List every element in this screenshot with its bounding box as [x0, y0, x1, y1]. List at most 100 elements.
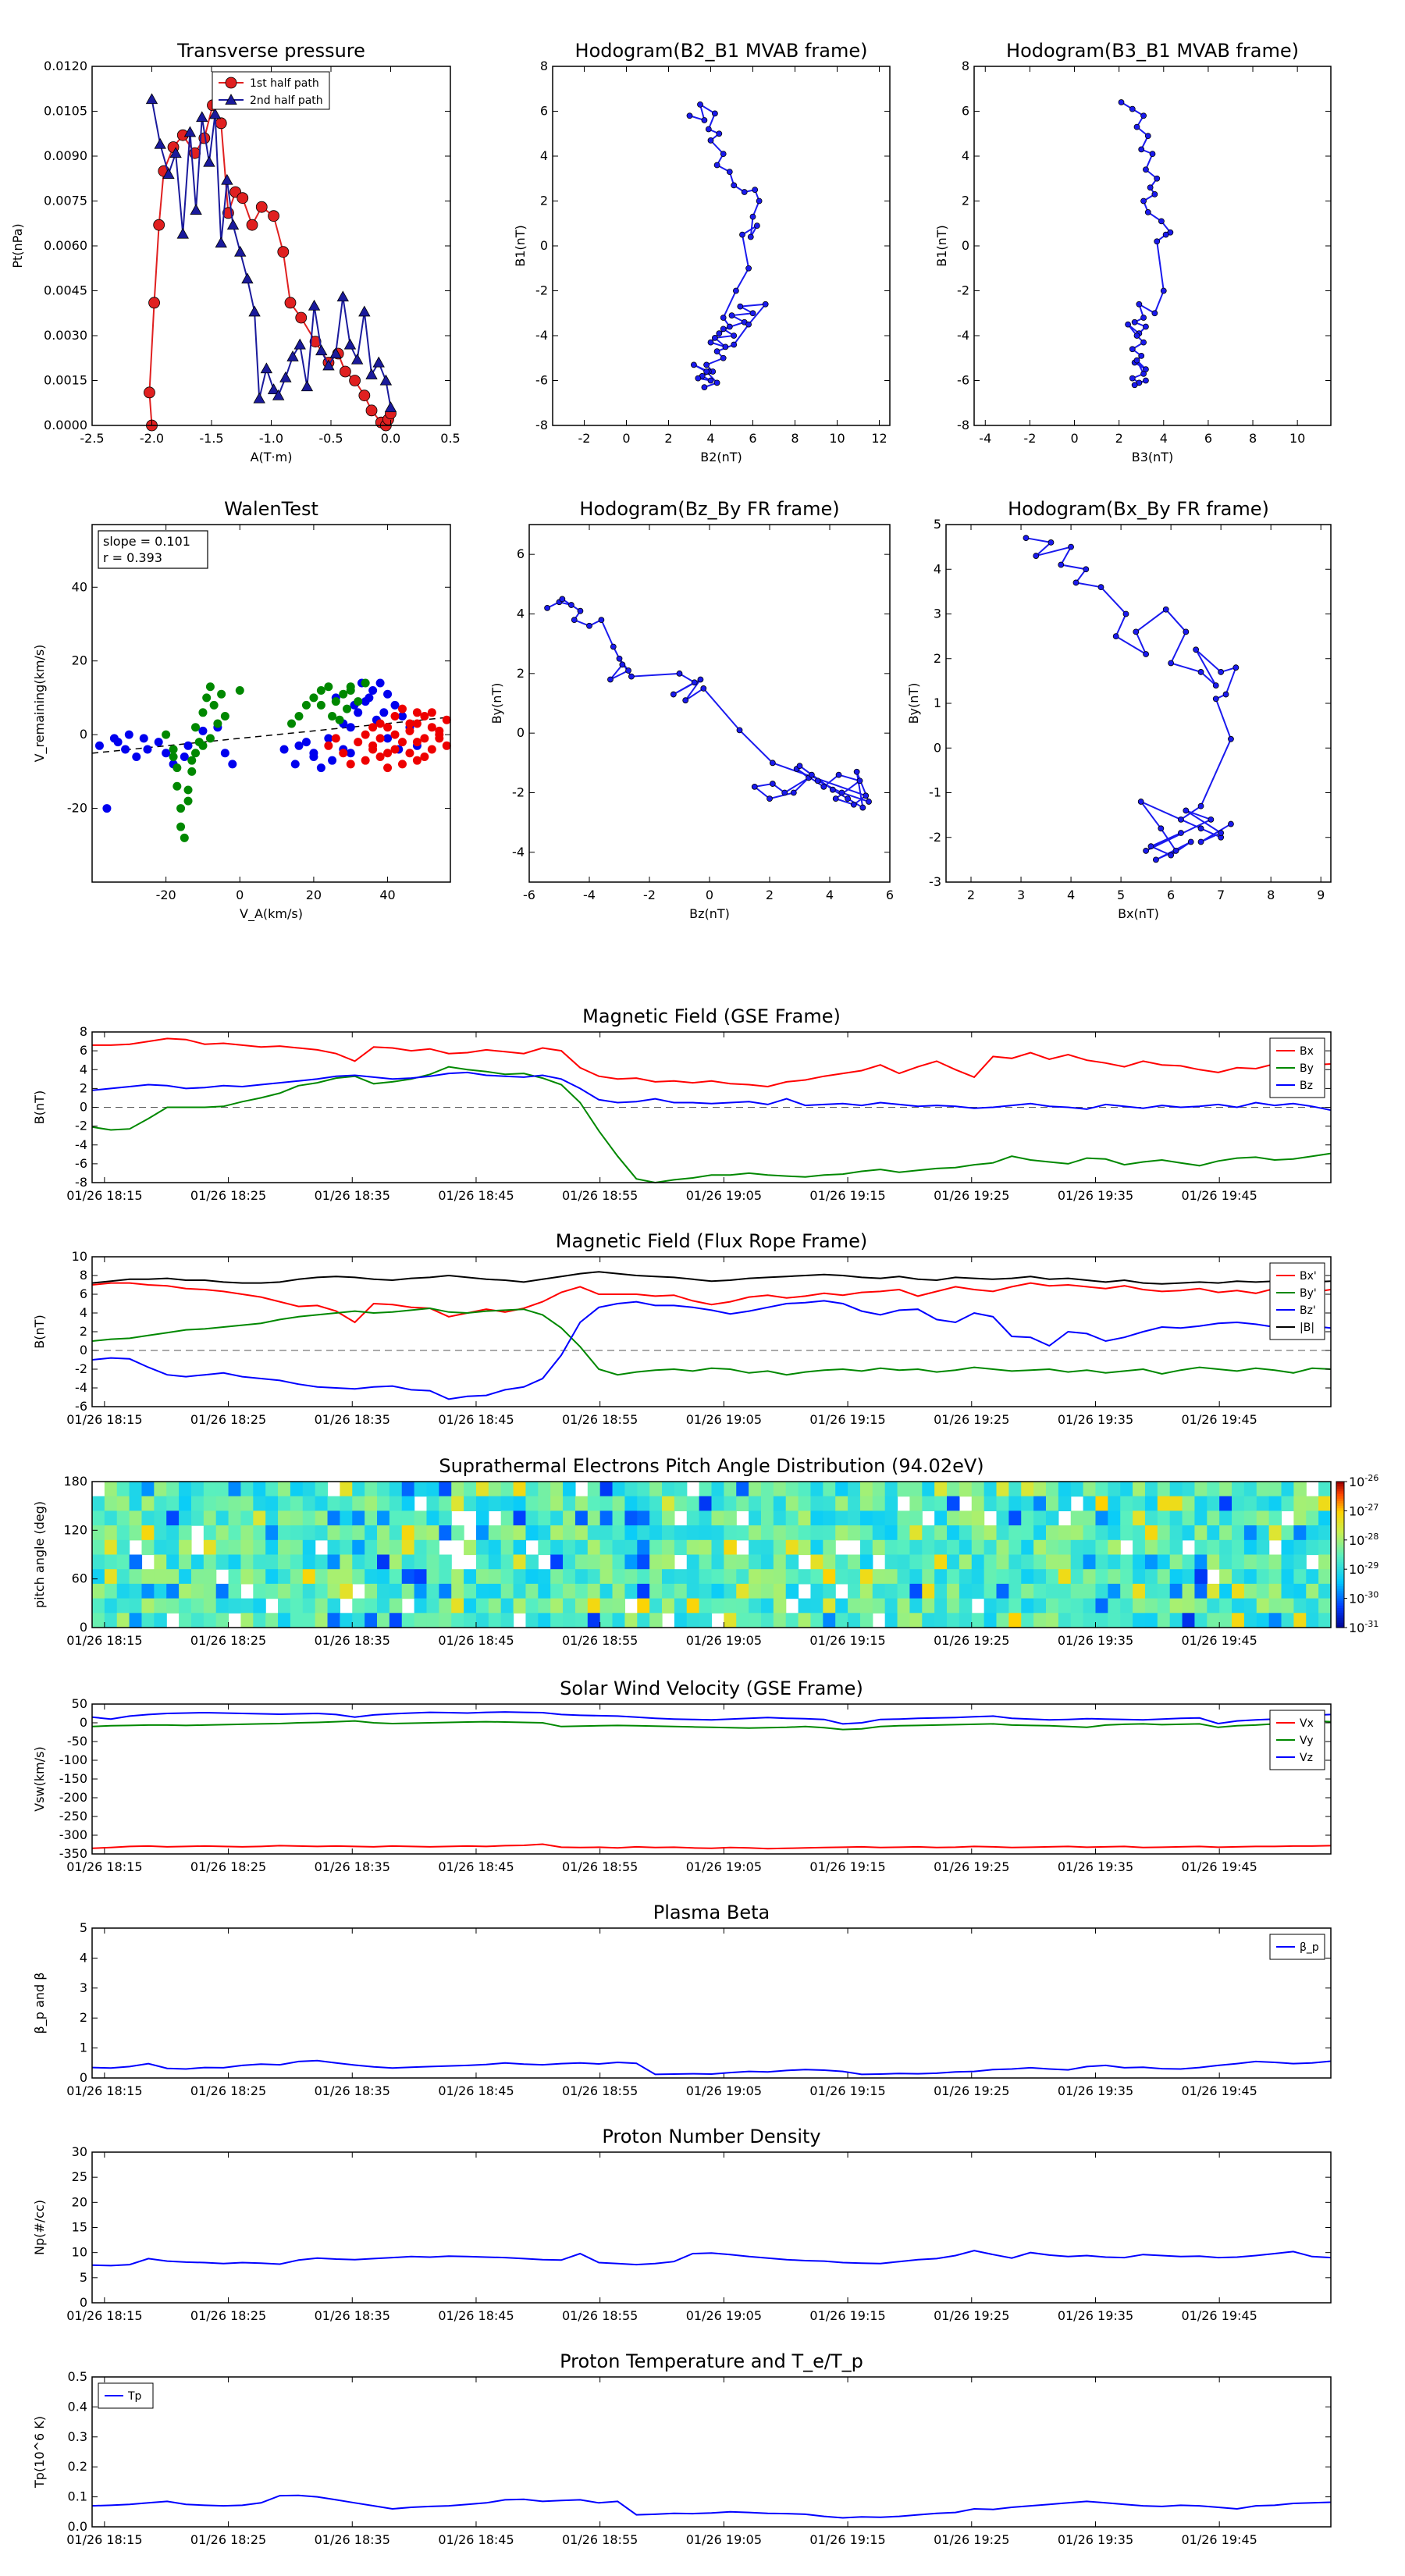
heatmap-cell [1045, 1613, 1059, 1628]
heatmap-cell [1157, 1569, 1171, 1585]
heatmap-cell [104, 1569, 118, 1585]
y-tick-label: -2 [75, 1361, 87, 1376]
x-tick-label: 01/26 18:25 [190, 2532, 266, 2547]
heatmap-cell [166, 1554, 180, 1570]
heatmap-cell [414, 1510, 428, 1526]
heatmap-cell [302, 1598, 316, 1614]
heatmap-cell [599, 1554, 614, 1570]
heatmap-cell [749, 1554, 762, 1570]
heatmap-cell [215, 1510, 229, 1526]
heatmap-cell [884, 1510, 898, 1526]
heatmap-cell [1306, 1525, 1319, 1541]
data-marker [1154, 238, 1161, 245]
x-tick-label: 01/26 18:15 [66, 1412, 142, 1427]
heatmap-cell [475, 1613, 489, 1628]
heatmap-cell [240, 1496, 254, 1511]
colorbar-segment [1336, 1574, 1344, 1578]
heatmap-cell [563, 1539, 576, 1556]
y-tick-label: 10 [72, 1249, 87, 1264]
y-tick-label: 60 [72, 1571, 87, 1586]
x-tick-label: 0 [236, 888, 244, 902]
heatmap-cell [749, 1613, 762, 1628]
heatmap-cell [1144, 1510, 1158, 1526]
heatmap-cell [947, 1554, 960, 1570]
heatmap-cell [488, 1525, 502, 1541]
heatmap-cell [959, 1510, 973, 1526]
heatmap-cell [116, 1554, 130, 1570]
heatmap-cell [550, 1583, 564, 1599]
data-marker [1137, 799, 1144, 805]
heatmap-cell [922, 1539, 935, 1556]
heatmap-cell [612, 1482, 626, 1497]
data-marker [733, 287, 739, 294]
heatmap-cell [736, 1598, 749, 1614]
heatmap-cell [1293, 1598, 1307, 1614]
colorbar-segment [1336, 1513, 1344, 1517]
series-line [91, 1307, 1332, 1376]
colorbar-segment [1336, 1484, 1344, 1487]
scatter-point [121, 745, 130, 754]
heatmap-cell [203, 1583, 217, 1599]
scatter-point [328, 756, 337, 765]
colorbar-segment [1336, 1498, 1344, 1502]
data-marker [1140, 112, 1147, 119]
data-marker [686, 112, 693, 119]
data-marker [1151, 190, 1158, 197]
scatter-point [209, 700, 219, 710]
data-marker [856, 777, 863, 785]
data-marker [183, 126, 197, 137]
y-tick-label: -150 [59, 1771, 87, 1786]
data-marker [329, 347, 342, 359]
data-marker [739, 231, 745, 238]
heatmap-cell [1207, 1525, 1220, 1541]
heatmap-cell [525, 1554, 539, 1570]
heatmap-cell [327, 1525, 340, 1541]
x-tick-label: 0 [622, 431, 630, 446]
heatmap-cell [116, 1539, 130, 1556]
heatmap-cell [909, 1583, 923, 1599]
data-marker [1147, 843, 1154, 850]
x-tick-label: 01/26 18:55 [562, 1412, 638, 1427]
scatter-point [412, 738, 422, 747]
heatmap-cell [315, 1598, 329, 1614]
heatmap-cell [439, 1482, 452, 1497]
colorbar-segment [1336, 1515, 1344, 1519]
colorbar-frame [1336, 1481, 1345, 1628]
heatmap-cell [959, 1525, 973, 1541]
data-marker [838, 789, 845, 796]
heatmap-cell [587, 1554, 601, 1570]
heatmap-cell [141, 1613, 155, 1628]
heatmap-cell [711, 1525, 724, 1541]
heatmap-cell [1243, 1525, 1257, 1541]
heatmap-cell [179, 1482, 192, 1497]
y-tick-label: -200 [59, 1790, 87, 1805]
x-tick-label: 01/26 19:25 [934, 2532, 1009, 2547]
heatmap-cell [129, 1613, 143, 1628]
heatmap-cell [1070, 1510, 1084, 1526]
data-marker [241, 272, 254, 284]
heatmap-cell [599, 1510, 614, 1526]
y-axis-label: By(nT) [906, 683, 921, 724]
heatmap-cell [686, 1539, 700, 1556]
data-marker [365, 404, 378, 417]
heatmap-cell [724, 1613, 737, 1628]
heatmap-cell [1008, 1539, 1022, 1556]
heatmap-cell [1083, 1482, 1097, 1497]
data-marker [322, 359, 335, 371]
heatmap-cell [587, 1539, 601, 1556]
scatter-point [397, 704, 407, 713]
heatmap-cell [253, 1496, 266, 1511]
x-tick-label: 01/26 19:35 [1058, 1188, 1133, 1203]
y-tick-label: 0.2 [68, 2459, 87, 2474]
heatmap-cell [785, 1583, 799, 1599]
heatmap-cell [934, 1496, 948, 1511]
heatmap-cell [1021, 1583, 1034, 1599]
x-tick-label: 01/26 18:35 [315, 1412, 390, 1427]
heatmap-cell [612, 1525, 626, 1541]
heatmap-cell [909, 1510, 923, 1526]
data-marker [301, 380, 314, 392]
legend-label: |B| [1300, 1322, 1314, 1334]
heatmap-cell [823, 1510, 836, 1526]
heatmap-cell [649, 1569, 663, 1585]
scatter-point [102, 804, 112, 813]
